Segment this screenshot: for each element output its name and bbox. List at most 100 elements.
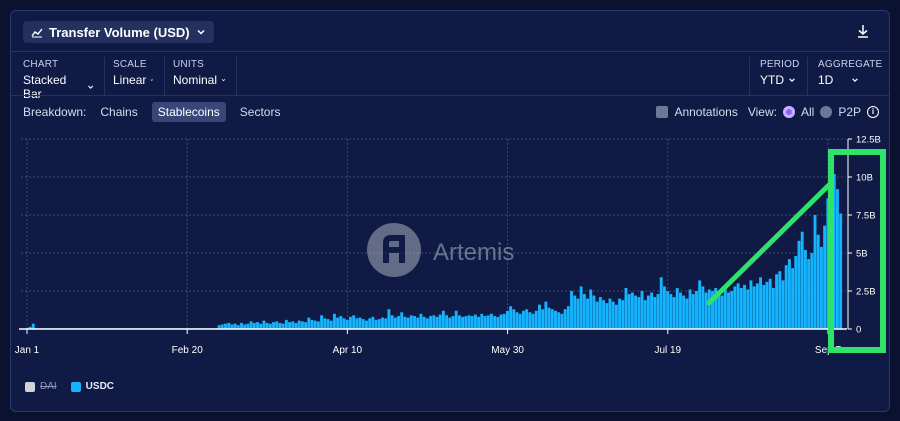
bar-usdc[interactable] bbox=[377, 319, 381, 329]
bar-usdc[interactable] bbox=[823, 225, 827, 329]
tab-chains[interactable]: Chains bbox=[100, 105, 138, 119]
scale-select[interactable]: Linear bbox=[113, 73, 154, 87]
bar-usdc[interactable] bbox=[310, 319, 314, 329]
bar-usdc[interactable] bbox=[252, 322, 256, 329]
bar-usdc[interactable] bbox=[688, 289, 692, 329]
bar-usdc[interactable] bbox=[227, 322, 231, 329]
bar-usdc[interactable] bbox=[707, 289, 711, 329]
bar-usdc[interactable] bbox=[819, 246, 823, 329]
bar-usdc[interactable] bbox=[592, 295, 596, 329]
bar-usdc[interactable] bbox=[653, 297, 657, 329]
bar-usdc[interactable] bbox=[483, 316, 487, 329]
bar-usdc[interactable] bbox=[272, 322, 275, 329]
bar-usdc[interactable] bbox=[518, 313, 522, 329]
chart-type-control[interactable]: CHART Stacked Bar bbox=[13, 57, 105, 101]
bar-usdc[interactable] bbox=[566, 306, 570, 329]
bar-usdc[interactable] bbox=[832, 173, 836, 329]
chart-title-dropdown[interactable]: Transfer Volume (USD) bbox=[23, 21, 214, 43]
bar-usdc[interactable] bbox=[435, 316, 439, 329]
bar-usdc[interactable] bbox=[217, 325, 221, 329]
bar-usdc[interactable] bbox=[246, 323, 250, 329]
bar-usdc[interactable] bbox=[419, 313, 423, 329]
bar-usdc[interactable] bbox=[714, 287, 718, 329]
annotations-checkbox[interactable] bbox=[656, 106, 669, 118]
bar-usdc[interactable] bbox=[755, 283, 759, 329]
bar-usdc[interactable] bbox=[262, 320, 266, 329]
bar-usdc[interactable] bbox=[582, 294, 586, 329]
bar-usdc[interactable] bbox=[826, 198, 830, 329]
scale-control[interactable]: SCALE Linear bbox=[103, 57, 165, 95]
bar-usdc[interactable] bbox=[634, 295, 638, 329]
bar-usdc[interactable] bbox=[720, 295, 724, 329]
bar-usdc[interactable] bbox=[711, 291, 714, 329]
bar-usdc[interactable] bbox=[573, 295, 577, 329]
bar-usdc[interactable] bbox=[787, 259, 791, 329]
chart-type-select[interactable]: Stacked Bar bbox=[23, 73, 94, 101]
bar-usdc[interactable] bbox=[489, 313, 493, 329]
bar-usdc[interactable] bbox=[355, 318, 359, 329]
bar-usdc[interactable] bbox=[352, 315, 356, 329]
bar-usdc[interactable] bbox=[387, 309, 391, 329]
bar-usdc[interactable] bbox=[525, 309, 529, 329]
bar-usdc[interactable] bbox=[381, 317, 384, 329]
bar-usdc[interactable] bbox=[425, 318, 429, 329]
bar-usdc[interactable] bbox=[810, 253, 814, 329]
bar-usdc[interactable] bbox=[662, 286, 666, 329]
bar-usdc[interactable] bbox=[374, 319, 378, 329]
bar-usdc[interactable] bbox=[650, 292, 654, 329]
bar-usdc[interactable] bbox=[438, 314, 442, 329]
bar-usdc[interactable] bbox=[579, 286, 583, 329]
bar-usdc[interactable] bbox=[31, 323, 35, 329]
bar-usdc[interactable] bbox=[297, 320, 301, 329]
bar-usdc[interactable] bbox=[278, 322, 282, 329]
bar-usdc[interactable] bbox=[307, 317, 311, 329]
view-p2p-radio[interactable] bbox=[820, 106, 833, 118]
bar-usdc[interactable] bbox=[368, 318, 372, 329]
bar-usdc[interactable] bbox=[512, 309, 516, 329]
tab-sectors[interactable]: Sectors bbox=[239, 105, 281, 119]
bar-usdc[interactable] bbox=[281, 323, 285, 329]
bar-usdc[interactable] bbox=[618, 298, 622, 329]
bar-usdc[interactable] bbox=[768, 278, 772, 329]
bar-usdc[interactable] bbox=[554, 310, 557, 329]
bar-usdc[interactable] bbox=[390, 315, 394, 329]
bar-usdc[interactable] bbox=[691, 294, 695, 329]
bar-usdc[interactable] bbox=[538, 304, 541, 329]
bar-usdc[interactable] bbox=[813, 215, 817, 329]
bar-usdc[interactable] bbox=[589, 289, 593, 329]
bar-usdc[interactable] bbox=[406, 317, 410, 329]
bar-usdc[interactable] bbox=[730, 291, 734, 329]
bar-usdc[interactable] bbox=[717, 294, 721, 329]
bar-usdc[interactable] bbox=[557, 312, 561, 329]
bar-usdc[interactable] bbox=[531, 313, 535, 329]
bar-usdc[interactable] bbox=[643, 300, 647, 329]
bar-usdc[interactable] bbox=[685, 298, 689, 329]
bar-usdc[interactable] bbox=[749, 280, 753, 329]
bar-usdc[interactable] bbox=[586, 298, 589, 329]
bar-usdc[interactable] bbox=[791, 268, 795, 329]
bar-usdc[interactable] bbox=[576, 298, 580, 329]
bar-usdc[interactable] bbox=[794, 256, 798, 329]
bar-usdc[interactable] bbox=[288, 322, 292, 329]
bar-usdc[interactable] bbox=[515, 312, 519, 329]
bar-usdc[interactable] bbox=[451, 316, 455, 329]
bar-usdc[interactable] bbox=[522, 310, 525, 329]
bar-usdc[interactable] bbox=[457, 315, 461, 329]
bar-usdc[interactable] bbox=[835, 189, 839, 329]
bar-usdc[interactable] bbox=[393, 317, 397, 329]
bar-usdc[interactable] bbox=[429, 316, 432, 329]
bar-usdc[interactable] bbox=[400, 312, 404, 329]
bar-usdc[interactable] bbox=[736, 283, 740, 329]
bar-usdc[interactable] bbox=[723, 289, 727, 329]
bar-usdc[interactable] bbox=[284, 319, 288, 329]
period-select[interactable]: YTD bbox=[760, 73, 797, 87]
bar-usdc[interactable] bbox=[781, 280, 785, 329]
bar-usdc[interactable] bbox=[669, 294, 673, 329]
bar-usdc[interactable] bbox=[752, 286, 756, 329]
bar-usdc[interactable] bbox=[598, 297, 602, 329]
bar-usdc[interactable] bbox=[470, 316, 474, 329]
bar-usdc[interactable] bbox=[493, 316, 497, 329]
bar-usdc[interactable] bbox=[28, 326, 32, 329]
bar-usdc[interactable] bbox=[550, 309, 554, 329]
bar-usdc[interactable] bbox=[759, 277, 762, 329]
